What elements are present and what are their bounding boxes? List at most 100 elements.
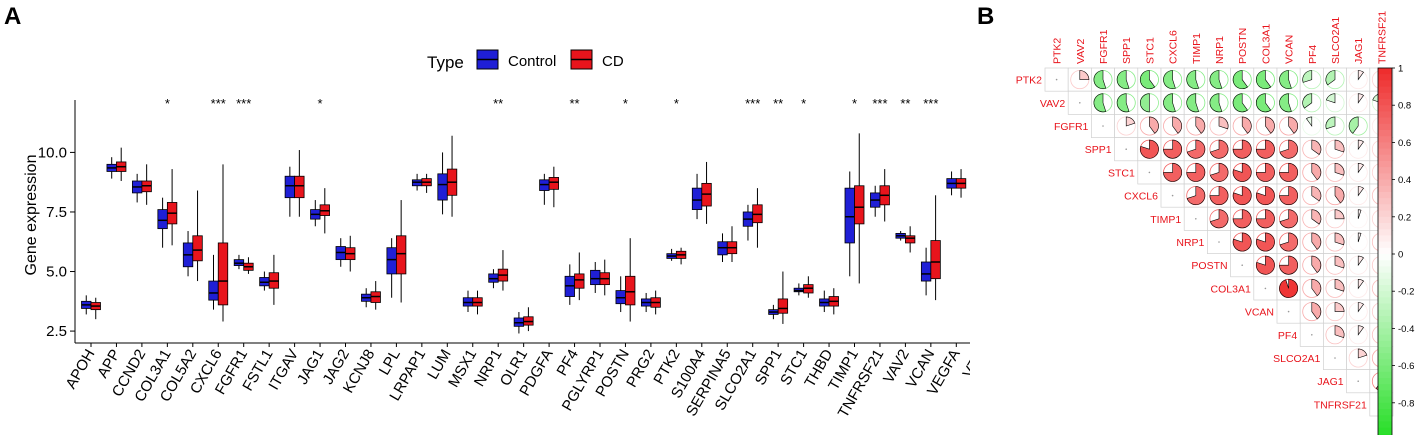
corr-cell-VCAN-PF4 bbox=[1299, 299, 1324, 324]
box-PDGFA-cd bbox=[548, 166, 559, 208]
pie-slice bbox=[1357, 325, 1364, 336]
colorbar-segment bbox=[1378, 130, 1392, 137]
colorbar-segment bbox=[1378, 328, 1392, 336]
box-TIMP1-control bbox=[844, 171, 855, 277]
colorbar-segment bbox=[1378, 136, 1392, 143]
box-iqr bbox=[284, 175, 296, 199]
corr-cell-PTK2-PF4 bbox=[1299, 67, 1324, 92]
col-label-PTK2: PTK2 bbox=[1052, 38, 1064, 64]
diagonal-dot bbox=[1264, 287, 1267, 290]
col-label-SPP1: SPP1 bbox=[1121, 37, 1133, 64]
box-iqr bbox=[386, 247, 397, 275]
corr-cell-CXCL6-POSTN bbox=[1230, 183, 1255, 208]
corr-cell-TIMP1-TIMP1 bbox=[1183, 206, 1208, 231]
colorbar-tick-label: 0 bbox=[1398, 250, 1403, 261]
colorbar-segment bbox=[1378, 285, 1392, 292]
corr-cell-STC1-NRP1 bbox=[1207, 160, 1231, 185]
colorbar-segment bbox=[1378, 347, 1392, 354]
box-VEGFA-cd bbox=[955, 169, 967, 198]
box-VAV2-control bbox=[895, 231, 906, 241]
corr-cell-POSTN-COL3A1 bbox=[1253, 253, 1278, 278]
colorbar-tick-label: -0.6 bbox=[1398, 361, 1414, 372]
panel-label-b: B bbox=[977, 3, 994, 30]
colorbar-segment bbox=[1378, 92, 1392, 100]
col-label-VCAN: VCAN bbox=[1284, 35, 1296, 64]
significance-TNFRSF21: *** bbox=[872, 96, 887, 111]
significance-PF4: ** bbox=[569, 96, 579, 111]
colorbar-segment bbox=[1378, 266, 1392, 274]
pie-slice bbox=[1302, 93, 1313, 109]
diagonal-dot bbox=[1171, 194, 1174, 197]
pie-slice bbox=[1311, 278, 1322, 297]
box-iqr bbox=[437, 173, 448, 201]
box-VCAN-cd bbox=[930, 195, 941, 301]
colorbar-segment bbox=[1378, 74, 1392, 81]
row-label-SPP1: SPP1 bbox=[1085, 144, 1112, 156]
corr-cell-TIMP1-SLCO2A1 bbox=[1323, 206, 1347, 231]
box-SPP1-cd bbox=[777, 271, 789, 324]
corr-cell-PF4-JAG1 bbox=[1346, 322, 1371, 347]
colorbar-segment bbox=[1378, 384, 1392, 391]
box-NRP1-cd bbox=[497, 250, 509, 291]
box-PRG2-cd bbox=[650, 290, 661, 315]
corr-cell-CXCL6-SLCO2A1 bbox=[1323, 183, 1347, 208]
row-label-COL3A1: COL3A1 bbox=[1211, 283, 1251, 295]
colorbar-segment bbox=[1378, 421, 1392, 429]
box-APP-control bbox=[106, 157, 117, 179]
corr-cell-NRP1-JAG1 bbox=[1346, 230, 1371, 254]
pie-slice bbox=[1311, 209, 1322, 225]
box-FSTL1-control bbox=[259, 271, 270, 291]
colorbar-segment bbox=[1378, 322, 1392, 329]
diagonal-dot bbox=[1218, 241, 1220, 243]
corr-cell-SPP1-SPP1 bbox=[1114, 137, 1139, 162]
pie-slice bbox=[1279, 186, 1298, 205]
box-THBD-cd bbox=[828, 288, 839, 315]
pie-slice bbox=[1288, 116, 1298, 134]
pie-slice bbox=[1311, 302, 1322, 320]
pie-slice bbox=[1279, 93, 1292, 113]
corr-cell-FGFR1-SLCO2A1 bbox=[1323, 114, 1347, 138]
pie-slice bbox=[1218, 116, 1229, 130]
colorbar-segment bbox=[1378, 198, 1392, 205]
box-KCNJ8-cd bbox=[370, 281, 381, 310]
colorbar-segment bbox=[1378, 402, 1392, 410]
corr-cell-PTK2-NRP1 bbox=[1207, 67, 1231, 92]
box-CCND2-cd bbox=[141, 164, 152, 205]
corr-cell-TIMP1-POSTN bbox=[1230, 206, 1255, 231]
col-label-CXCL6: CXCL6 bbox=[1168, 30, 1180, 64]
colorbar-segment bbox=[1378, 210, 1392, 218]
corr-cell-SPP1-POSTN bbox=[1230, 137, 1255, 162]
colorbar-segment bbox=[1378, 173, 1392, 181]
significance-SLCO2A1: *** bbox=[745, 96, 760, 111]
colorbar-segment bbox=[1378, 192, 1392, 199]
box-PRG2-control bbox=[641, 292, 652, 313]
corr-cell-NRP1-VCAN bbox=[1276, 230, 1301, 254]
pie-slice bbox=[1140, 139, 1159, 159]
x-tick-labels: APOHAPPCCND2COL3A1COL5A2CXCL6FGFR1FSTL1I… bbox=[62, 343, 970, 421]
significance-TIMP1: * bbox=[852, 96, 857, 111]
corr-cell-NRP1-PF4 bbox=[1299, 230, 1324, 254]
box-PF4-cd bbox=[574, 252, 585, 301]
pie-slice bbox=[1186, 139, 1206, 159]
pie-slice bbox=[1334, 162, 1345, 176]
pie-slice bbox=[1334, 325, 1345, 338]
diagonal-dot bbox=[1357, 380, 1359, 383]
box-FSTL1-cd bbox=[268, 254, 280, 305]
box-PTK2-cd bbox=[675, 247, 687, 265]
corr-cell-COL3A1-COL3A1 bbox=[1253, 276, 1278, 301]
significance-SPP1: ** bbox=[773, 96, 783, 111]
corr-cell-VAV2-VCAN bbox=[1276, 90, 1301, 115]
corr-cell-SLCO2A1-SLCO2A1 bbox=[1323, 346, 1347, 370]
box-iqr bbox=[691, 187, 703, 210]
colorbar-segment bbox=[1378, 291, 1392, 298]
colorbar-segment bbox=[1378, 223, 1392, 230]
corr-cell-CXCL6-COL3A1 bbox=[1253, 183, 1278, 208]
diagonal-dot bbox=[1311, 334, 1313, 336]
pie-slice bbox=[1232, 162, 1252, 182]
significance-CXCL6: *** bbox=[211, 96, 226, 111]
box-COL5A2-cd bbox=[192, 190, 203, 282]
colorbar-segment bbox=[1378, 123, 1392, 131]
box-iqr bbox=[217, 242, 229, 306]
pie-slice bbox=[1256, 232, 1275, 252]
row-label-CXCL6: CXCL6 bbox=[1124, 191, 1158, 203]
